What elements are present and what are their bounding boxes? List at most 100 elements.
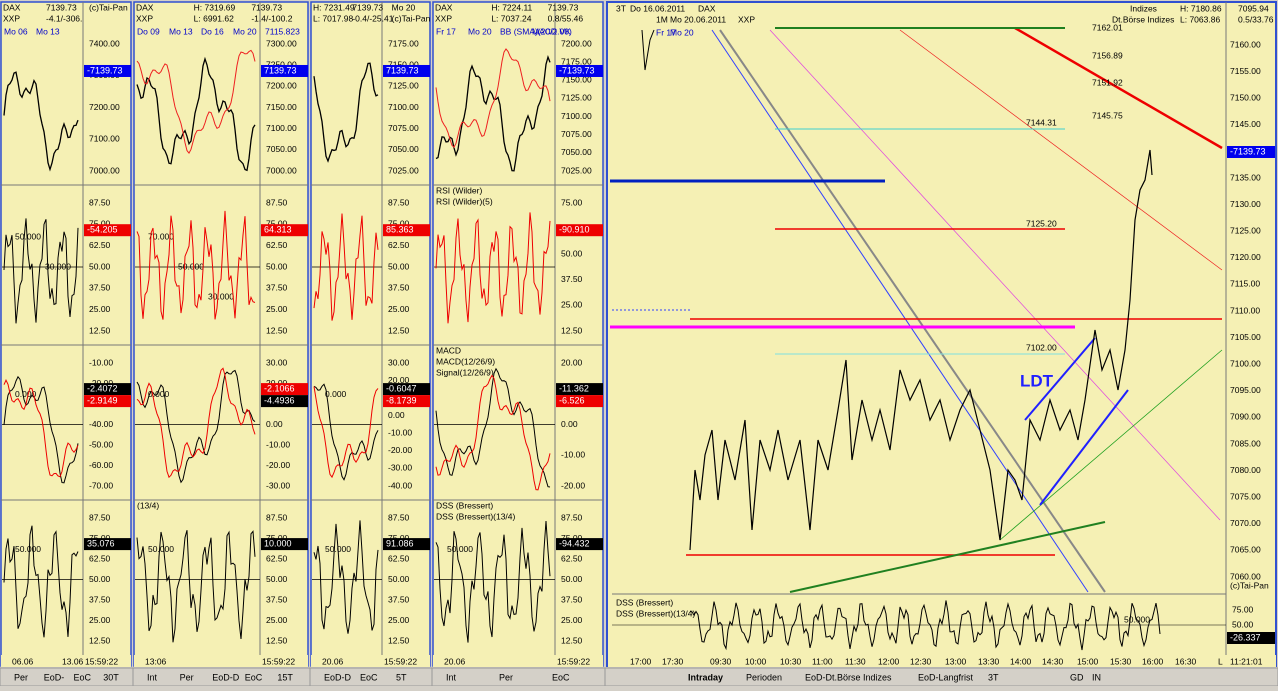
level-label: 7151.92 [1092,77,1123,87]
axis-label: 62.50 [561,553,583,563]
panel-title: Mo 20 [233,26,257,36]
tab[interactable]: EoD- [44,672,65,682]
header-text: Fr 17 [656,27,676,37]
tab[interactable]: EoC [245,672,263,682]
header-text: -4.1/-306. [46,13,82,23]
value-badge [383,538,430,551]
axis-label: 7400.00 [89,38,120,48]
time-label: 20.06 [322,656,344,666]
header-text: -0.4/-25.41 [352,13,393,23]
tab[interactable]: EoD-D [212,672,240,682]
panel-title: MACD(12/26/9) [436,356,495,366]
value-badge-text: -90.910 [559,225,590,235]
value-badge-text: 7139.73 [386,65,419,75]
main-chart: LDT [606,1,1277,667]
tab[interactable]: Int [147,672,158,682]
time-label: 15:59:22 [384,656,417,666]
axis-label: 50.00 [561,248,583,258]
axis-label: 7130.00 [1230,199,1261,209]
axis-label: 7110.00 [1230,305,1260,315]
header-text: 0.8/55.46 [548,13,584,23]
value-badge-text: 64.313 [264,225,292,235]
value-badge [84,383,131,396]
time-bar [433,655,603,667]
level-label: 7162.01 [1092,22,1123,32]
tab[interactable]: GD [1070,672,1084,682]
tab[interactable]: EoC [552,672,570,682]
value-badge-text: 91.086 [386,538,414,548]
header-text: 1M [656,14,668,24]
level-label: 7144.31 [1026,117,1057,127]
axis-label: 50.00 [89,574,111,584]
time-label: 13:30 [978,656,1000,666]
value-badge [261,64,308,77]
panel-title: (13/4) [137,500,159,510]
indicator-line [435,520,551,643]
time-label: 20.06 [444,656,466,666]
axis-label: 30.00 [388,357,410,367]
tab[interactable]: 30T [103,672,119,682]
axis-label: 25.00 [388,615,410,625]
header-text: XXP [3,13,20,23]
tab[interactable]: 3T [988,672,999,682]
header-text: DAX [3,2,21,12]
tab[interactable]: EoC [360,672,378,682]
value-badge-text: 35.076 [87,538,115,548]
tab[interactable]: 15T [277,672,293,682]
axis-label: 25.00 [388,304,410,314]
axis-label: 7065.00 [1230,545,1261,555]
axis-label: -10.00 [561,450,585,460]
value-badge [84,64,131,77]
header-text: L: 7037.24 [491,13,531,23]
level-note: 30.000 [208,291,234,301]
tab[interactable]: EoD-D [324,672,352,682]
tab[interactable]: EoC [74,672,92,682]
axis-label: -10.00 [89,357,113,367]
tab[interactable]: IN [1092,672,1101,682]
tab[interactable]: Perioden [746,672,782,682]
axis-label: 7075.00 [1230,491,1261,501]
header-text: H: 7319.69 [194,2,236,12]
axis-label: 0.00 [561,419,578,429]
tab[interactable]: Int [446,672,457,682]
tab[interactable]: 5T [396,672,407,682]
tab[interactable]: Per [499,672,513,682]
tab[interactable]: EoD-Langfrist [918,672,974,682]
value-badge-text: -54.205 [87,225,118,235]
chart-panel [432,1,604,667]
tab[interactable]: Intraday [688,672,723,682]
axis-label: 12.50 [266,325,288,335]
price-line [641,29,655,71]
tab[interactable]: EoD-Dt.Börse Indizes [805,672,892,682]
axis-label: -60.00 [89,460,113,470]
axis-label: -70.00 [89,480,113,490]
panel-title: Mo 06 [4,26,28,36]
clock: 11:21:01 [1230,656,1263,666]
header-text: L: 7063.86 [1180,14,1220,24]
value-badge [1227,146,1275,158]
axis-label: 7050.00 [266,144,297,154]
axis-label: 7125.00 [1230,225,1261,235]
axis-label: 7095.00 [1230,385,1261,395]
axis-label: 7100.00 [266,123,297,133]
tab[interactable]: Per [14,672,28,682]
indicator-line [313,520,379,634]
indicator-line [3,379,79,478]
header-text: XXP [738,14,755,24]
level-label: 7125.20 [1026,218,1057,228]
indicator-line [3,525,79,638]
header-text: DAX [136,2,154,12]
header-text: 3T [616,3,626,13]
axis-label: 7125.00 [388,81,419,91]
indicator-line [313,62,379,163]
axis-label: -40.00 [388,480,412,490]
value-badge [84,538,131,551]
tab[interactable]: Per [180,672,194,682]
indicator-line [136,367,256,479]
trend-line [899,29,1223,271]
value-badge [84,224,131,237]
value-badge-text: -8.1739 [386,395,417,405]
axis-label: 12.50 [89,325,111,335]
main-panel [606,1,1277,667]
value-badge-text: 7139.73 [264,65,297,75]
